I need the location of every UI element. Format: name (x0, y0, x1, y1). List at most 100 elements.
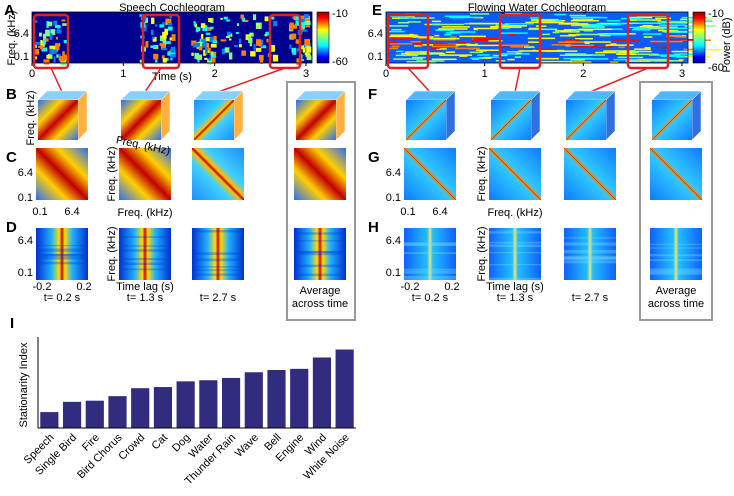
spectrogram-cell (658, 27, 691, 29)
spectrogram-cell (656, 46, 667, 49)
spectrogram-cell (155, 24, 158, 27)
x-axis-label: Time lag (s) (486, 281, 544, 293)
spectrogram-cell (53, 56, 56, 63)
spectrogram-cell (155, 59, 158, 64)
letter: H (368, 219, 379, 236)
spectrogram-cell (202, 25, 208, 32)
connector (50, 67, 63, 93)
column-label-box: Average across time (292, 285, 348, 310)
spectrogram-cell (204, 57, 208, 60)
spectrogram-cell (433, 44, 456, 46)
spectrogram-cell (562, 39, 580, 41)
spectrogram-cell (470, 42, 475, 45)
cube-side (530, 90, 541, 141)
lag-band (192, 266, 244, 268)
spectrogram-cell (397, 15, 415, 18)
spectrogram-cell (595, 51, 617, 54)
spectrogram-cell (530, 17, 539, 19)
spectrogram-cell (226, 31, 231, 36)
spectrogram-cell (410, 42, 443, 45)
x-tick-label: 0.1 (400, 206, 415, 218)
lag-panel (489, 228, 541, 280)
cube-front (652, 100, 692, 140)
spectrogram-cell (306, 55, 312, 61)
lag-band (404, 275, 456, 280)
spectrogram-cell (191, 52, 194, 56)
spectrogram-cell (434, 23, 464, 26)
spectrogram-cell (61, 19, 66, 22)
spectrogram-cell (292, 47, 297, 55)
spectrogram-cell (476, 49, 500, 51)
x-tick-label: 0 (29, 68, 35, 80)
spectrogram-cell (500, 32, 528, 34)
spectrogram-cell (652, 26, 678, 28)
spectrogram-cell (616, 53, 637, 55)
connector (589, 67, 649, 93)
spectrogram-cell (300, 54, 303, 59)
spectrogram-cell (302, 47, 307, 53)
spectrogram-cell (290, 33, 297, 39)
letter: G (368, 149, 380, 166)
spectrogram-cell (167, 22, 173, 26)
spectrogram-cell (436, 48, 447, 50)
spectrogram-cell (265, 31, 272, 36)
spectrogram-cell (438, 28, 468, 30)
spectrogram-cell (504, 23, 534, 25)
spectrogram-cell (659, 24, 686, 26)
y-axis-label: Freq. (kHz) (6, 11, 18, 66)
lag-band (119, 257, 171, 261)
bar (40, 412, 59, 428)
spectrogram-cell (401, 52, 410, 55)
spectrogram-cell (590, 16, 608, 19)
spectrogram-cell (229, 38, 232, 41)
spectrogram-cell (434, 34, 440, 37)
spectrogram-cell (639, 25, 660, 28)
spectrogram-cell (593, 28, 602, 30)
connector (144, 67, 162, 93)
spectrogram-cell (291, 24, 297, 29)
spectrogram-cell (165, 18, 172, 24)
cochleogram-title: Speech Cochleogram (119, 2, 225, 14)
spectrogram-cell (539, 60, 572, 63)
spectrogram-cell (570, 59, 585, 61)
spectrogram-cell (202, 42, 208, 48)
bar (335, 349, 354, 428)
lag-band (404, 252, 456, 255)
spectrogram-cell (301, 59, 304, 62)
spectrogram-cell (165, 41, 171, 44)
colorbar-label: Power (dB) (721, 17, 733, 72)
x-tick-label: 1 (482, 68, 488, 80)
spectrogram-cell (56, 29, 62, 34)
spectrogram-cell (305, 53, 311, 57)
spectrogram-cell (213, 35, 217, 41)
spectrogram-cell (632, 28, 639, 31)
spectrogram-cell (292, 16, 297, 19)
bar (244, 372, 263, 428)
spectrogram-cell (62, 51, 65, 56)
lag-band (404, 270, 456, 274)
spectrogram-cell (625, 60, 652, 62)
spectrogram-cell (207, 59, 213, 65)
lag-band (564, 237, 616, 239)
spectrogram-cell (637, 58, 669, 61)
spectrogram-cell (613, 58, 638, 61)
cube-side (605, 90, 616, 141)
spectrogram-cell (293, 15, 299, 21)
spectrogram-cell (256, 39, 262, 46)
spectrogram-cell (495, 24, 509, 26)
spectrogram-cell (603, 50, 635, 52)
spectrogram-cell (678, 59, 684, 61)
spectrogram-cell (528, 28, 558, 31)
spectrogram-cell (456, 42, 469, 44)
spectrogram-cell (473, 27, 498, 30)
spectrogram-cell (386, 30, 405, 33)
cube-front (406, 100, 446, 140)
spectrogram-cell (303, 14, 309, 19)
bar (312, 357, 332, 428)
spectrogram-cell (34, 41, 40, 45)
spectrogram-cell (570, 45, 598, 48)
lag-band (650, 271, 702, 275)
spectrogram-cell (49, 33, 53, 40)
spectrogram-frame (385, 11, 689, 64)
spectrogram-cell (643, 36, 653, 38)
